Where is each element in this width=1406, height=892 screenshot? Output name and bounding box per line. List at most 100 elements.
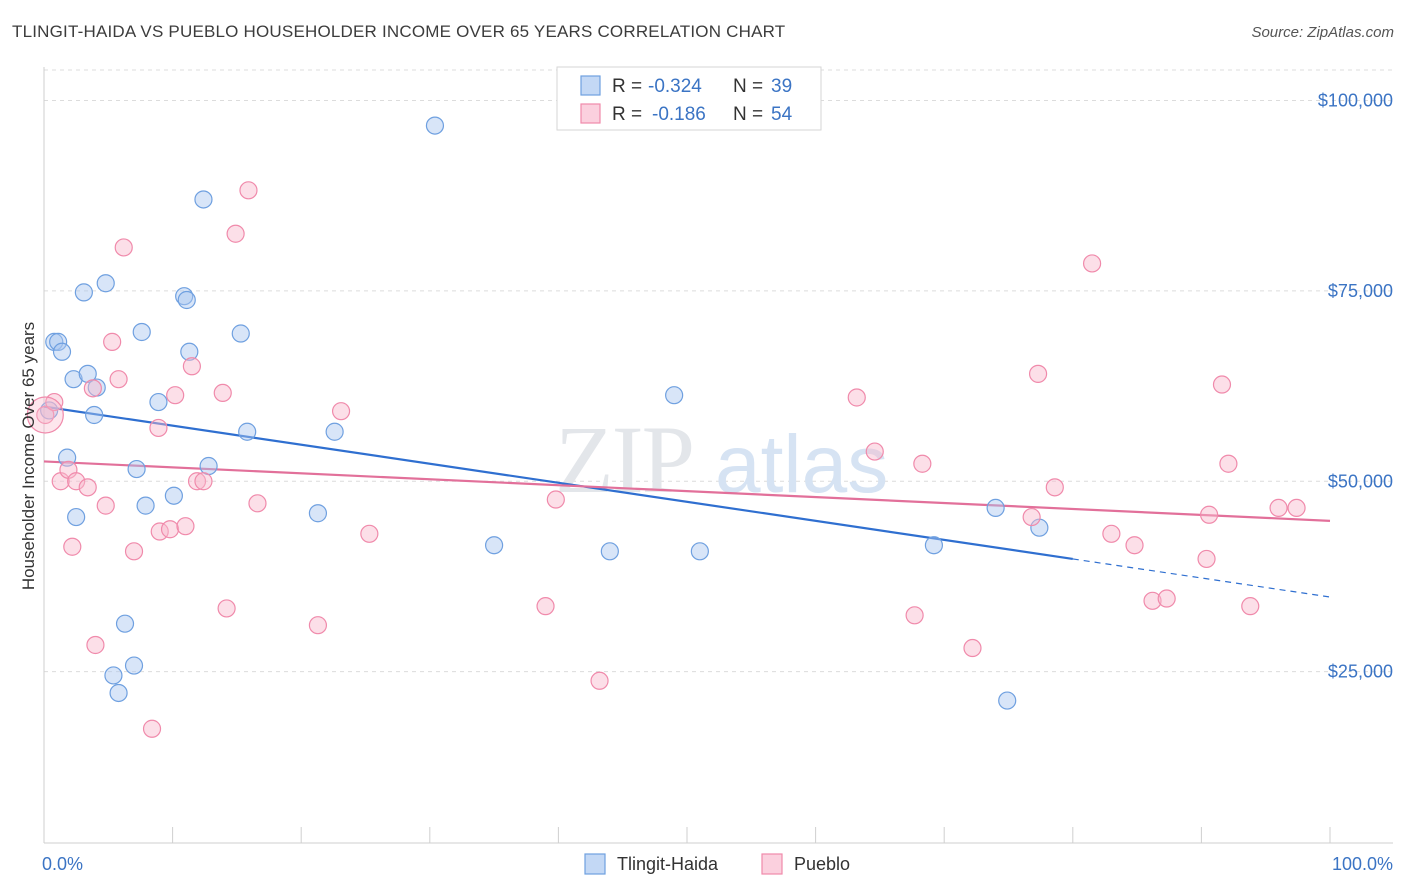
pueblo-point-20 bbox=[182, 357, 201, 376]
y-tick-label-0: $25,000 bbox=[1328, 662, 1393, 682]
grid-lines bbox=[44, 69, 1393, 673]
legend-r-value-2: -0.186 bbox=[652, 104, 706, 125]
legend-n-label-2: N = bbox=[733, 104, 763, 125]
y-tick-label-3: $100,000 bbox=[1318, 90, 1393, 110]
bottom-legend-label-pueblo: Pueblo bbox=[794, 854, 850, 874]
pueblo-point-41 bbox=[1045, 478, 1064, 497]
pueblo-point-36 bbox=[905, 606, 924, 625]
pueblo-point-38 bbox=[963, 638, 982, 658]
pueblo-point-43 bbox=[1102, 524, 1121, 543]
tlingit-haida-point-2 bbox=[49, 332, 68, 351]
tlingit-haida-point-1 bbox=[45, 332, 64, 351]
pueblo-point-0 bbox=[36, 405, 55, 425]
tlingit-haida-point-24 bbox=[194, 190, 213, 209]
tlingit-haida-point-31 bbox=[485, 536, 504, 555]
pueblo-point-8 bbox=[86, 635, 105, 655]
legend-swatch-tlingit-haida bbox=[580, 75, 601, 96]
y-tick-label-2: $75,000 bbox=[1328, 281, 1393, 301]
pueblo-point-50 bbox=[1219, 454, 1238, 473]
legend-n-label-1: N = bbox=[733, 76, 763, 97]
pueblo-point-53 bbox=[1287, 498, 1306, 518]
tlingit-haida-point-35 bbox=[924, 536, 944, 555]
tlingit-haida-point-14 bbox=[115, 614, 135, 633]
trend-line-0 bbox=[43, 405, 1073, 561]
pueblo-point-44 bbox=[1125, 536, 1144, 555]
legend-n-value-1: 39 bbox=[771, 76, 792, 97]
pueblo-point-42 bbox=[1082, 254, 1102, 273]
y-tick-labels: $25,000 $50,000 $75,000 $100,000 bbox=[1318, 90, 1393, 681]
pueblo-point-40 bbox=[1028, 364, 1048, 383]
tlingit-haida-point-17 bbox=[132, 322, 151, 342]
chart-title: TLINGIT-HAIDA VS PUEBLO HOUSEHOLDER INCO… bbox=[12, 22, 786, 41]
tlingit-haida-point-11 bbox=[96, 274, 115, 293]
tlingit-haida-point-32 bbox=[600, 542, 619, 561]
series-legend: Tlingit-Haida Pueblo bbox=[584, 853, 850, 875]
pueblo-point-45 bbox=[1143, 591, 1162, 610]
tlingit-haida-point-29 bbox=[325, 422, 344, 441]
pueblo-point-13 bbox=[124, 542, 144, 561]
x-tick-label-min: 0.0% bbox=[42, 854, 83, 874]
legend-r-label-2: R = bbox=[612, 104, 642, 125]
trend-line-1 bbox=[43, 460, 1331, 522]
pueblo-point-15 bbox=[149, 418, 168, 438]
data-points bbox=[26, 116, 1306, 738]
pueblo-point-18 bbox=[166, 386, 185, 405]
bottom-legend-swatch-tlingit-haida bbox=[584, 853, 606, 875]
tlingit-haida-point-7 bbox=[74, 283, 93, 302]
pueblo-point-24 bbox=[217, 599, 236, 618]
pueblo-point-5 bbox=[67, 472, 86, 491]
tlingit-haida-point-28 bbox=[308, 504, 328, 523]
pueblo-point-51 bbox=[1241, 597, 1260, 616]
pueblo-point-4 bbox=[63, 537, 82, 556]
tlingit-haida-point-5 bbox=[64, 370, 83, 389]
pueblo-point-7 bbox=[83, 379, 102, 398]
legend-n-value-2: 54 bbox=[771, 104, 793, 125]
tlingit-haida-point-22 bbox=[177, 290, 196, 310]
x-tick-label-max: 100.0% bbox=[1332, 854, 1393, 874]
tlingit-haida-point-3 bbox=[52, 342, 72, 361]
pueblo-point-12 bbox=[114, 238, 133, 257]
pueblo-point-11 bbox=[109, 370, 128, 389]
pueblo-point-9 bbox=[96, 496, 115, 515]
legend-r-label-1: R = bbox=[612, 76, 642, 97]
tlingit-haida-point-34 bbox=[690, 542, 709, 561]
source-credit: Source: ZipAtlas.com bbox=[1251, 24, 1394, 41]
bottom-legend-label-tlingit-haida: Tlingit-Haida bbox=[617, 854, 719, 874]
pueblo-point-37 bbox=[913, 454, 932, 473]
pueblo-point-31 bbox=[536, 597, 555, 616]
tlingit-haida-point-18 bbox=[136, 496, 155, 515]
trend-lines bbox=[43, 405, 1331, 598]
pueblo-point-26 bbox=[239, 181, 258, 200]
tlingit-haida-point-6 bbox=[67, 507, 86, 527]
tlingit-haida-point-12 bbox=[104, 666, 123, 685]
stats-legend: R = -0.324 N = 39 R = -0.186 N = 54 bbox=[556, 66, 822, 131]
tlingit-haida-point-20 bbox=[164, 486, 183, 505]
pueblo-point-49 bbox=[1212, 375, 1232, 394]
watermark: ZIP atlas bbox=[555, 406, 888, 513]
pueblo-large-point bbox=[26, 396, 64, 434]
pueblo-point-23 bbox=[213, 383, 232, 403]
pueblo-point-39 bbox=[1022, 507, 1041, 527]
watermark-zip: ZIP bbox=[555, 406, 693, 513]
pueblo-point-47 bbox=[1197, 549, 1216, 569]
pueblo-point-19 bbox=[176, 517, 195, 536]
y-tick-label-1: $50,000 bbox=[1328, 471, 1393, 491]
tlingit-haida-point-33 bbox=[665, 386, 684, 405]
tlingit-haida-point-37 bbox=[998, 691, 1017, 710]
tlingit-haida-point-27 bbox=[238, 422, 257, 441]
pueblo-point-33 bbox=[590, 671, 609, 690]
tlingit-haida-point-36 bbox=[986, 498, 1005, 518]
pueblo-point-35 bbox=[865, 442, 884, 461]
pueblo-point-46 bbox=[1157, 589, 1176, 608]
pueblo-point-27 bbox=[248, 494, 267, 513]
pueblo-point-29 bbox=[331, 402, 351, 421]
tlingit-haida-point-26 bbox=[231, 324, 250, 343]
pueblo-point-30 bbox=[360, 524, 379, 543]
pueblo-point-28 bbox=[308, 616, 328, 635]
pueblo-point-6 bbox=[78, 478, 97, 497]
y-axis-label: Householder Income Over 65 years bbox=[19, 322, 38, 590]
pueblo-point-14 bbox=[142, 719, 162, 738]
pueblo-point-52 bbox=[1269, 498, 1288, 518]
pueblo-point-25 bbox=[226, 224, 245, 243]
